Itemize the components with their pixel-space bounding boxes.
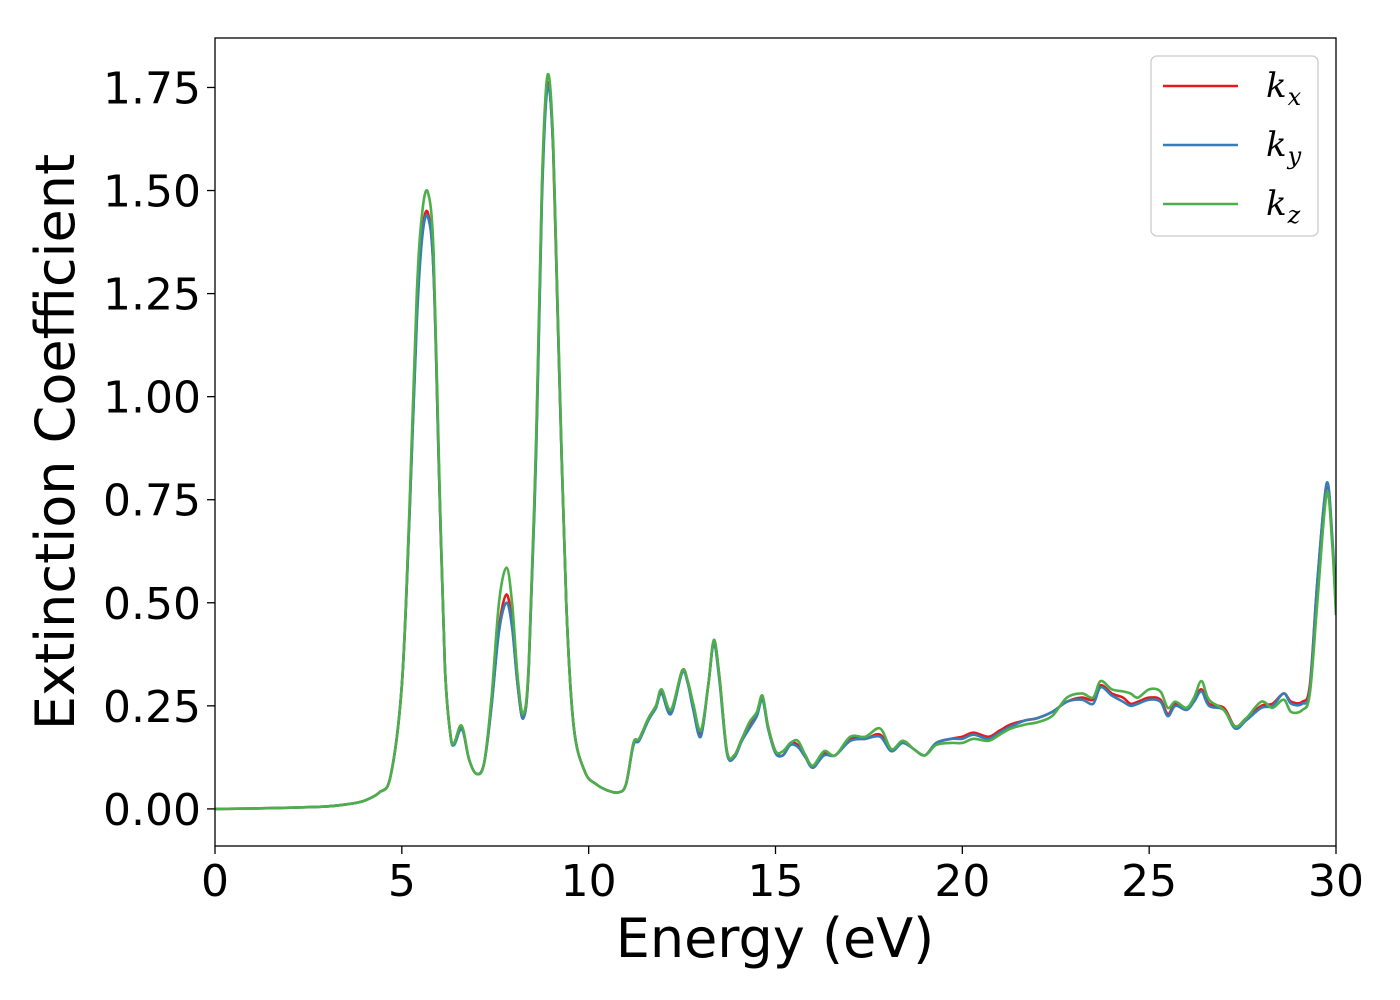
x-tick-label: 20 — [934, 856, 990, 907]
legend-label: kx — [1266, 66, 1302, 111]
legend: kx ky kz — [1150, 55, 1319, 237]
legend-label: ky — [1266, 125, 1302, 170]
y-tick-label: 0.25 — [103, 682, 201, 733]
y-tick-label: 1.25 — [103, 270, 201, 321]
series-line-k-z — [215, 72, 1336, 811]
x-tick-label: 5 — [388, 856, 416, 907]
y-axis-title: Extinction Coefficient — [24, 154, 87, 730]
x-tick-label: 15 — [748, 856, 804, 907]
y-tick-label: 1.50 — [103, 167, 201, 218]
y-axis: 0.00 0.25 0.50 0.75 1.00 1.25 1.50 1.75 — [103, 63, 215, 836]
x-tick-label: 0 — [201, 856, 229, 907]
x-tick-label: 30 — [1308, 856, 1364, 907]
x-tick-label: 10 — [561, 856, 617, 907]
legend-label: kz — [1266, 184, 1301, 229]
x-tick-label: 25 — [1121, 856, 1177, 907]
y-tick-label: 0.50 — [103, 579, 201, 630]
x-axis: 0 5 10 15 20 25 30 — [201, 846, 1364, 907]
y-tick-label: 0.00 — [103, 785, 201, 836]
x-axis-title: Energy (eV) — [616, 907, 935, 970]
y-tick-label: 0.75 — [103, 476, 201, 527]
y-tick-label: 1.00 — [103, 373, 201, 424]
y-tick-label: 1.75 — [103, 63, 201, 114]
series-layer — [215, 72, 1336, 811]
